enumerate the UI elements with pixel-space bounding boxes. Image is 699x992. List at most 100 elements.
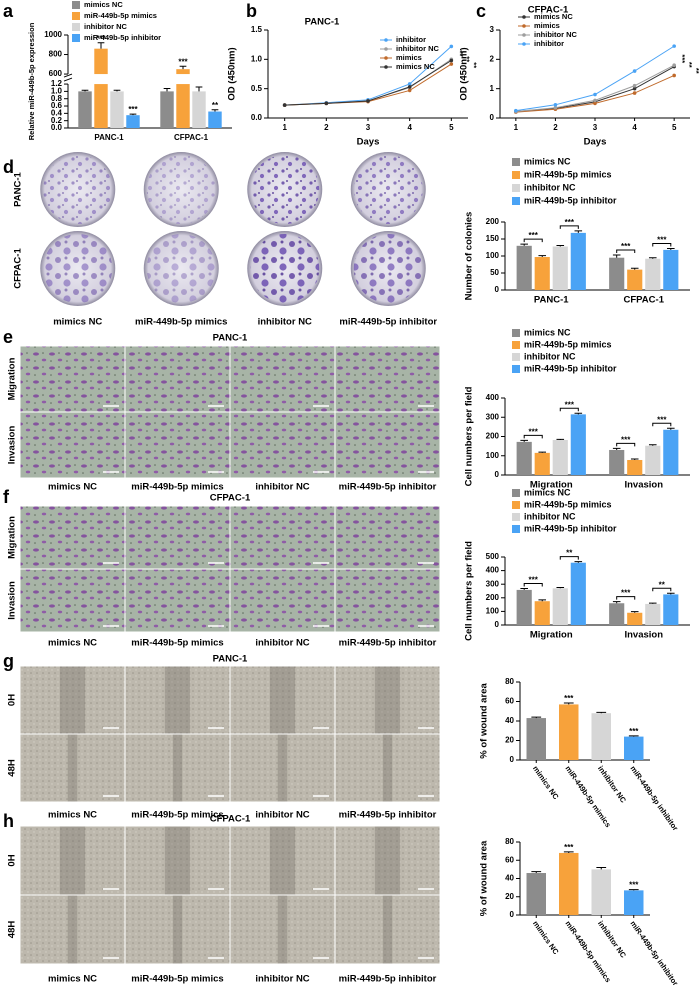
- y-tick-label: 800: [49, 50, 63, 59]
- error-bar: [596, 867, 607, 870]
- legend-swatch: [512, 525, 520, 533]
- colonies: [353, 155, 423, 224]
- significance: ***: [529, 231, 539, 240]
- x-tick-label: 5: [449, 123, 454, 132]
- bar: [591, 713, 611, 760]
- panel-letter: g: [3, 651, 14, 671]
- bar: [552, 246, 568, 290]
- grid-title: PANC-1: [213, 654, 248, 665]
- wound-image: [335, 734, 440, 802]
- point: [282, 103, 287, 107]
- bar: [624, 890, 644, 915]
- bar: [627, 459, 643, 475]
- error-bar: [630, 458, 639, 460]
- legend-swatch: [512, 329, 520, 337]
- panel-letter: c: [476, 1, 486, 21]
- colonies: [353, 234, 423, 303]
- x-tick-label: 2: [553, 123, 558, 132]
- point: [514, 108, 518, 113]
- x-tick-label: Migration: [530, 630, 573, 641]
- transwell-image: [125, 506, 230, 569]
- y-axis-label: % of wound area: [479, 840, 490, 916]
- significance: ***: [96, 34, 106, 43]
- column-label: miR-449b-5p inhibitor: [339, 810, 437, 821]
- significance: ***: [629, 727, 639, 736]
- bar: [559, 704, 579, 760]
- legend-label: miR-449b-5p mimics: [524, 339, 612, 349]
- wound-image: [335, 826, 440, 895]
- colonies: [250, 234, 320, 303]
- error-bar: [648, 257, 657, 259]
- significance: **: [212, 101, 219, 110]
- legend-swatch: [512, 365, 520, 373]
- x-tick-label: CFPAC-1: [174, 133, 209, 142]
- legend-marker: [384, 56, 388, 60]
- column-label: miR-449b-5p mimics: [131, 974, 223, 985]
- bar: [663, 594, 679, 625]
- error-bar: [538, 451, 547, 453]
- y-tick-label: 200: [486, 217, 500, 226]
- bar: [192, 91, 206, 128]
- bar: [516, 441, 532, 475]
- y-tick-label: 0.5: [251, 84, 263, 93]
- x-tick-label: 2: [324, 123, 329, 132]
- y-tick-label: 0.2: [51, 116, 63, 125]
- y-tick-label: 0: [490, 113, 495, 122]
- error-bar: [556, 586, 565, 589]
- y-tick-label: 40: [505, 716, 514, 725]
- error-bar: [97, 42, 105, 49]
- y-axis-label: OD (450nm): [459, 47, 470, 100]
- wound-gap: [172, 895, 183, 964]
- bar: [609, 257, 625, 290]
- column-label: inhibitor NC: [258, 317, 312, 328]
- significance: ***: [529, 576, 539, 585]
- y-tick-label: 0: [495, 470, 500, 479]
- transwell-image: [20, 506, 125, 569]
- error-bar: [574, 230, 583, 233]
- y-tick-label: 20: [505, 736, 514, 745]
- legend-swatch: [72, 1, 80, 9]
- error-bar: [628, 889, 639, 891]
- panel-letter: b: [246, 1, 257, 21]
- legend-swatch: [512, 501, 520, 509]
- legend-label: inhibitor: [396, 35, 426, 44]
- transwell-image: [20, 346, 125, 412]
- column-label: miR-449b-5p inhibitor: [339, 974, 437, 985]
- y-tick-label: 80: [505, 677, 514, 686]
- bar: [645, 445, 661, 475]
- y-tick-label: 600: [49, 69, 63, 78]
- error-bar: [520, 439, 528, 442]
- bar: [516, 245, 532, 290]
- chart-title: CFPAC-1: [528, 5, 569, 16]
- y-tick-label: 150: [486, 234, 500, 243]
- panel-letter: a: [3, 1, 14, 21]
- bar: [570, 562, 586, 625]
- y-axis-label: Cell numbers per field: [464, 541, 475, 641]
- wound-gap: [374, 666, 401, 734]
- wound-gap: [382, 895, 393, 964]
- wound-image: [230, 666, 335, 734]
- error-bar: [612, 254, 621, 258]
- bar: [516, 589, 532, 625]
- error-bar: [81, 89, 89, 92]
- error-bar: [667, 592, 675, 595]
- legend-label: miR-449b-5p mimics: [524, 169, 612, 179]
- x-tick-label: CFPAC-1: [624, 295, 665, 306]
- x-tick-label: 1: [282, 123, 287, 132]
- error-bar: [520, 243, 528, 246]
- y-tick-label: 100: [486, 607, 500, 616]
- y-tick-label: 400: [486, 566, 500, 575]
- error-bar: [556, 438, 565, 440]
- point: [324, 101, 329, 106]
- bar: [627, 612, 643, 625]
- row-label: 0H: [7, 694, 18, 706]
- column-label: inhibitor NC: [255, 482, 309, 493]
- y-tick-label: 60: [505, 855, 514, 864]
- significance: ***: [128, 105, 138, 114]
- row-label: CFPAC-1: [13, 248, 24, 289]
- significance: ***: [678, 54, 687, 63]
- y-tick-label: 1: [490, 84, 495, 93]
- column-label: mimics NC: [48, 810, 97, 821]
- significance: ***: [565, 400, 575, 409]
- bar: [570, 232, 586, 290]
